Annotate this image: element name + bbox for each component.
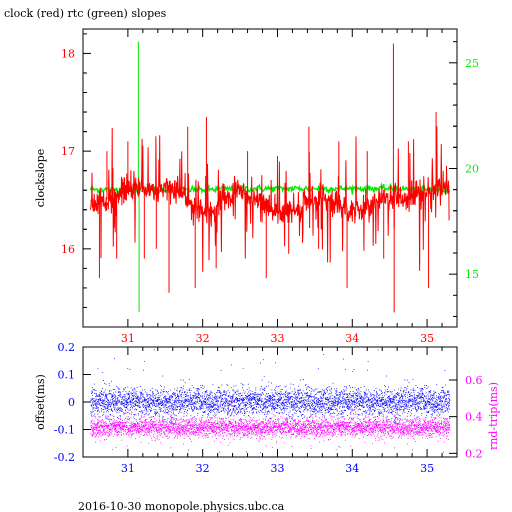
roundtrip-y-tick-label: 0.6 bbox=[465, 374, 483, 387]
slopes-y-label: clockslope bbox=[34, 149, 47, 207]
offset-x-tick-label: 31 bbox=[121, 462, 135, 475]
slopes-y-tick-label: 16 bbox=[61, 243, 75, 256]
offset-x-tick-label: 32 bbox=[196, 462, 210, 475]
offset-y-tick-label: 0.1 bbox=[58, 369, 76, 382]
slopes-x-tick-label: 35 bbox=[420, 332, 434, 345]
slopes-x-tick-label: 32 bbox=[196, 332, 210, 345]
clock-series-line bbox=[90, 126, 450, 272]
offset-scatter-points bbox=[90, 349, 451, 454]
offset-y-tick-label: -0.1 bbox=[54, 424, 75, 437]
offset-y-label: offset(ms) bbox=[34, 374, 47, 430]
slopes-y-tick-label: 17 bbox=[61, 145, 75, 158]
slopes-panel: 31 32 33 34 35 16 17 18 15 20 25 clockslope bbox=[34, 28, 479, 345]
offset-y-tick-label: 0 bbox=[68, 396, 75, 409]
slopes-x-tick-label: 33 bbox=[270, 332, 284, 345]
roundtrip-y-tick-label: 0.2 bbox=[465, 447, 483, 460]
slopes-x-tick-label: 34 bbox=[345, 332, 359, 345]
offset-x-tick-label: 35 bbox=[420, 462, 434, 475]
slopes-y2-tick-label: 15 bbox=[465, 268, 479, 281]
offset-y-tick-label: -0.2 bbox=[54, 451, 75, 464]
slopes-plot-frame bbox=[82, 28, 458, 328]
offset-panel: 31 32 33 34 35 0.2 0.1 0 -0.1 -0.2 0.6 0.4 0.2 offse… bbox=[34, 341, 500, 475]
slopes-y-tick-label: 18 bbox=[61, 47, 75, 60]
chart-title: clock (red) rtc (green) slopes bbox=[4, 7, 167, 20]
slopes-y2-tick-label: 20 bbox=[465, 162, 479, 175]
offset-y-tick-label: 0.2 bbox=[58, 341, 76, 354]
slopes-y2-tick-label: 25 bbox=[465, 57, 479, 70]
offset-x-tick-label: 34 bbox=[345, 462, 359, 475]
footer-caption: 2016-10-30 monopole.physics.ubc.ca bbox=[78, 500, 285, 512]
roundtrip-y-label: rnd-trip(ms) bbox=[487, 382, 500, 450]
roundtrip-scatter-points bbox=[90, 392, 451, 451]
slopes-x-tick-label: 31 bbox=[121, 332, 135, 345]
roundtrip-y-tick-label: 0.4 bbox=[465, 411, 483, 424]
rtc-series-line bbox=[89, 181, 451, 196]
offset-x-tick-label: 33 bbox=[270, 462, 284, 475]
